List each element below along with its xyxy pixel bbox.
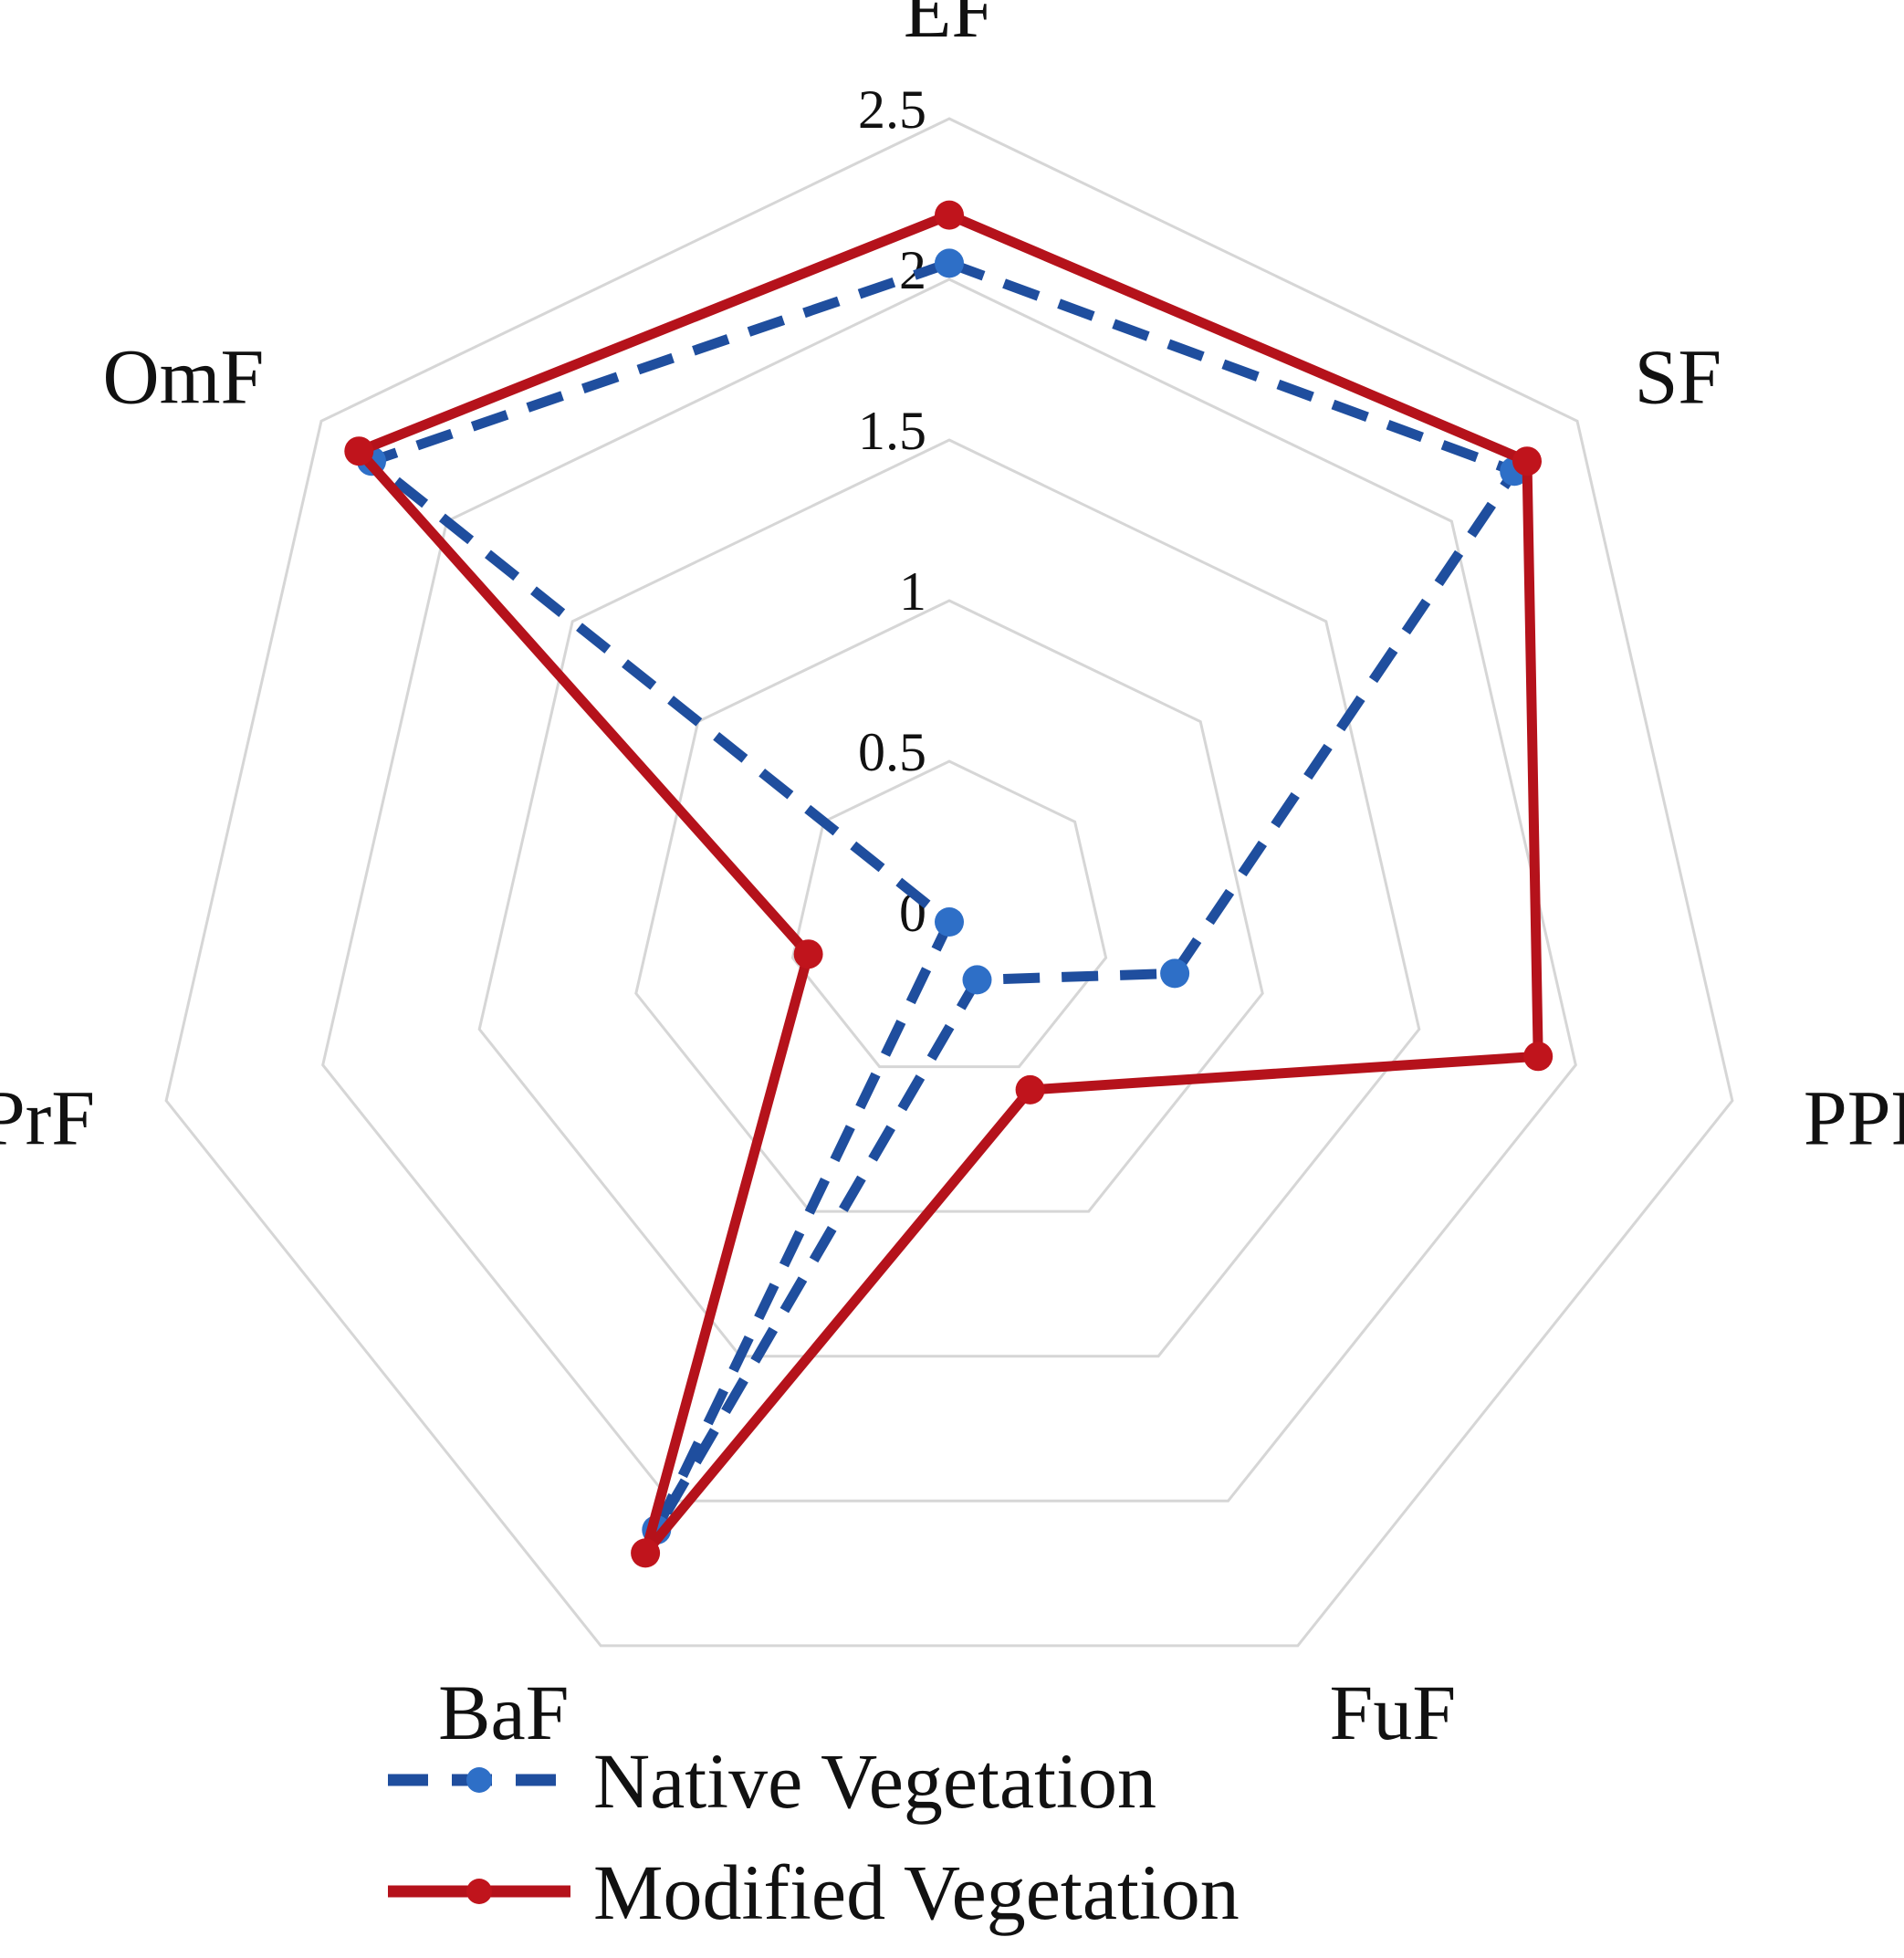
grid-ring-1 [790,759,1108,1069]
legend: Native Vegetation Modified Vegetation [388,1737,1240,1936]
series-modified-point-ef[interactable] [935,200,964,230]
legend-modified-label: Modified Vegetation [593,1848,1240,1936]
series-modified-point-baf[interactable] [631,1538,661,1568]
grid-ring-3 [477,438,1421,1358]
series-modified-point-sf[interactable] [1512,446,1542,476]
grid-ring-4 [321,277,1577,1503]
axis-label-ef: EF [904,0,995,54]
radial-tick-labels: 00.511.522.5 [858,79,926,943]
legend-native-marker [466,1767,492,1793]
axis-label-fuf: FuF [1330,1669,1457,1756]
tick-label-1: 0.5 [858,722,926,782]
series-modified-point-fuf[interactable] [1015,1074,1045,1105]
radar-grid [164,117,1734,1648]
series-modified-line [353,210,1543,1558]
series-native-point-fuf[interactable] [962,965,992,995]
data-series [344,200,1554,1568]
axis-label-ppf: PPF [1804,1074,1904,1162]
series-modified-point-omf[interactable] [344,436,374,466]
tick-label-5: 2.5 [858,79,926,140]
legend-entry-modified[interactable]: Modified Vegetation [388,1848,1240,1936]
legend-native-label: Native Vegetation [593,1737,1156,1825]
axis-label-baf: BaF [438,1669,569,1756]
series-native-point-ppf[interactable] [1160,958,1190,989]
axis-labels: EF SF PPF FuF BaF PrF OmF [0,0,1904,1756]
legend-entry-native[interactable]: Native Vegetation [388,1737,1156,1825]
axis-label-sf: SF [1635,332,1722,420]
series-native-line [366,257,1520,1535]
tick-label-3: 1.5 [858,401,926,461]
legend-modified-marker [466,1879,492,1904]
series-native-point-ef[interactable] [935,248,964,278]
axis-label-omf: OmF [103,332,265,420]
grid-ring-5 [164,117,1734,1648]
tick-label-2: 1 [899,561,926,622]
axis-label-prf: PrF [0,1074,95,1162]
grid-ring-2 [634,599,1264,1213]
series-native-point-prf[interactable] [935,907,964,937]
series-modified-point-ppf[interactable] [1523,1042,1554,1072]
series-modified-point-prf[interactable] [793,939,823,969]
